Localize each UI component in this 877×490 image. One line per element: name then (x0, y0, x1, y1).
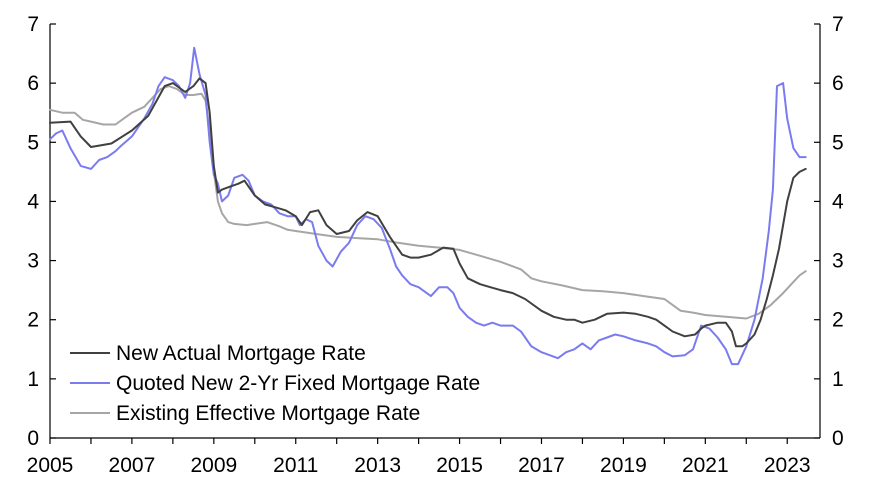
x-tick-label: 2011 (273, 454, 318, 477)
chart-legend: New Actual Mortgage Rate Quoted New 2-Yr … (70, 342, 480, 425)
x-tick-label: 2009 (190, 454, 237, 477)
y-tick-label-right: 7 (832, 13, 844, 36)
y-tick-label-left: 3 (27, 250, 39, 273)
y-tick-label-right: 6 (832, 72, 844, 95)
y-tick-label-right: 5 (832, 131, 844, 154)
series-line-2 (49, 85, 807, 320)
x-tick-label: 2005 (27, 454, 74, 477)
y-tick-label-right: 3 (832, 250, 844, 273)
y-tick-label-right: 2 (832, 309, 844, 332)
y-tick-label-left: 4 (27, 190, 39, 213)
x-tick-label: 2023 (764, 454, 811, 477)
series-line-1 (49, 46, 807, 366)
y-tick-label-left: 0 (27, 427, 39, 450)
x-tick-label: 2013 (354, 454, 401, 477)
legend-label-2: Existing Effective Mortgage Rate (116, 402, 420, 425)
y-tick-label-left: 5 (27, 131, 39, 154)
x-tick-label: 2017 (518, 454, 565, 477)
chart-axes: 0 1 2 3 4 5 6 7 0 1 2 3 4 5 6 7 2005 2007 2009 2011 2013 2015… (27, 13, 844, 477)
x-tick-label: 2015 (436, 454, 483, 477)
y-tick-label-left: 6 (27, 72, 39, 95)
y-tick-label-right: 4 (832, 190, 844, 213)
x-tick-label: 2019 (600, 454, 647, 477)
y-tick-label-right: 0 (832, 427, 844, 450)
y-tick-label-left: 2 (27, 309, 39, 332)
series-line-0 (49, 77, 807, 348)
series-layer (49, 46, 807, 366)
legend-label-0: New Actual Mortgage Rate (116, 342, 366, 365)
y-tick-label-left: 7 (27, 13, 39, 36)
x-tick-label: 2021 (682, 454, 729, 477)
legend-label-1: Quoted New 2-Yr Fixed Mortgage Rate (116, 372, 480, 395)
x-tick-label: 2007 (109, 454, 156, 477)
y-tick-label-left: 1 (27, 368, 39, 391)
y-tick-label-right: 1 (832, 368, 844, 391)
